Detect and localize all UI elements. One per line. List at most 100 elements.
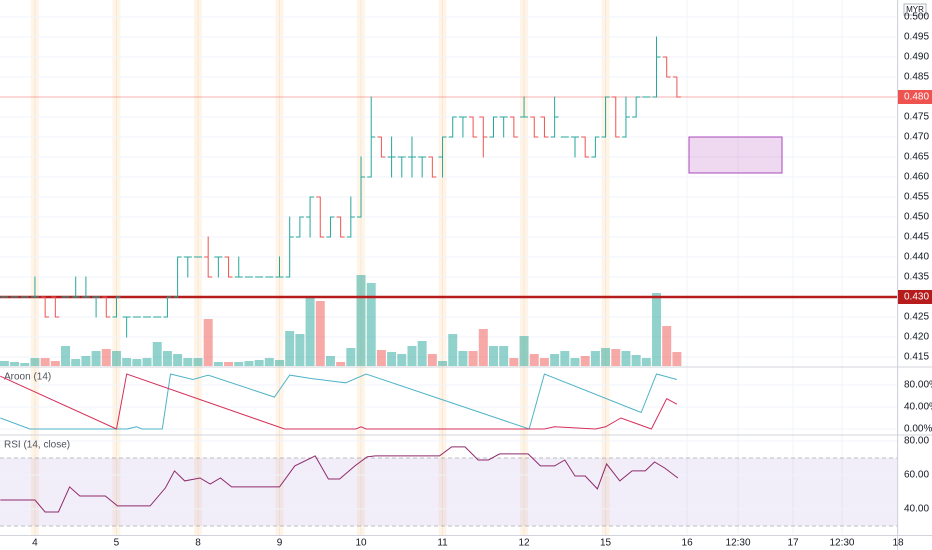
volume-bar [550,354,560,366]
volume-bar [336,362,346,366]
volume-bar [162,351,172,366]
volume-bar [601,348,611,366]
background-layer [0,0,899,535]
volume-bar [50,361,60,366]
y-tick-label: 0.445 [904,232,929,243]
y-tick-label: 0.460 [904,172,929,183]
volume-bar [397,354,407,366]
volume-bar [611,349,621,366]
volume-bar [122,358,132,366]
volume-bar [346,348,356,366]
x-tick-label: 18 [892,538,904,549]
currency: MYR [906,5,924,14]
volume-bar [285,331,295,366]
volume-bar [458,351,468,366]
volume-bar [61,346,71,366]
x-tick-label: 15 [600,538,612,549]
x-tick-label: 12:30 [726,538,751,549]
volume-bar [111,351,121,366]
y-tick-label: 40.00% [904,402,932,413]
price-label-box [898,290,932,304]
volume-bar [427,354,437,366]
indicator-title: RSI (14, close) [4,440,70,451]
volume-bar [590,351,600,366]
y-tick-label: 0.415 [904,352,929,363]
volume-bar [71,359,81,366]
x-tick-label: 11 [437,538,448,549]
indicator-line [0,373,678,430]
x-tick-label: 12:30 [829,538,854,549]
y-tick-label: 0.465 [904,152,929,163]
volume-bar [407,346,417,366]
volume-bar [580,356,590,366]
volume-bar [652,293,662,366]
volume-bar [448,334,458,366]
volume-bar [40,358,50,366]
rsi-band [0,457,897,526]
currency-box [903,3,927,16]
volume-bar [142,358,152,366]
volume-bar [519,336,529,366]
volume-bar [20,363,30,366]
volume-bar [417,341,427,366]
volume-bar [641,358,651,366]
volume-bar [203,319,213,366]
volume-bar [478,329,488,366]
volume-bar [539,358,549,366]
volume-bar [672,352,682,366]
y-tick-label: 0.420 [904,332,929,343]
session-highlight [601,0,610,535]
volume-bar [560,351,570,366]
volume-bar [224,362,234,366]
price-label-box [898,90,932,104]
y-tick-label: 0.455 [904,192,929,203]
volume-bar [81,356,91,366]
volume-bar [662,326,672,366]
y-tick-label: 0.450 [904,212,929,223]
volume-bar [213,362,223,366]
volume-bar [509,358,519,366]
indicator-title: Aroon (14) [4,372,51,383]
y-tick-label: 0.490 [904,52,929,63]
volume-bar [315,301,325,366]
y-tick-label: 0.00% [904,424,932,435]
price-label: 0.430 [904,292,929,303]
x-tick-label: 12 [518,538,530,549]
y-tick-label: 80.00 [904,436,929,447]
volume-bar [264,358,274,366]
volume-bar [356,275,366,366]
session-highlight [193,0,202,535]
y-tick-label: 0.470 [904,132,929,143]
volume-bar [621,351,631,366]
x-tick-label: 9 [277,538,283,549]
x-tick-label: 10 [355,538,367,549]
indicator-line [0,373,678,430]
rectangle-drawing[interactable] [688,136,783,174]
session-highlight [112,0,121,535]
volume-bar [10,362,20,366]
y-tick-label: 60.00 [904,470,929,481]
volume-bar [529,354,539,366]
y-tick-label: 0.485 [904,72,929,83]
indicator-line [0,446,679,513]
y-tick-label: 0.500 [904,12,929,23]
x-tick-label: 16 [682,538,694,549]
volume-bar [468,351,478,366]
y-tick-label: 0.435 [904,272,929,283]
price-label: 0.480 [904,92,929,103]
volume-bar [499,346,509,366]
volume-bar [387,352,397,366]
volume-bar [305,296,315,366]
volume-bar [295,334,305,366]
x-tick-label: 5 [114,538,120,549]
volume-bar [132,359,142,366]
y-tick-label: 80.00% [904,380,932,391]
volume-bar [438,361,448,366]
volume-bar [193,358,203,366]
volume-bar [183,358,193,366]
y-tick-label: 0.475 [904,112,929,123]
volume-bar [376,350,386,366]
volume-bar [244,361,254,366]
